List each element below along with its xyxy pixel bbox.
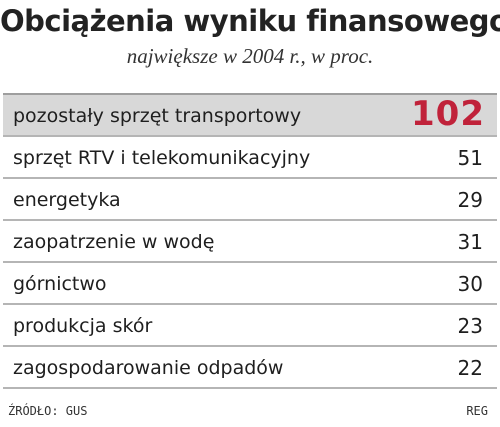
source-note: ŹRÓDŁO: GUS — [8, 404, 88, 418]
row-value: 23 — [457, 314, 483, 338]
chart-subtitle: największe w 2004 r., w proc. — [126, 44, 374, 68]
row-value: 51 — [457, 146, 483, 170]
row-label: zagospodarowanie odpadów — [13, 357, 284, 379]
row-value: 29 — [457, 188, 483, 212]
row-label: energetyka — [13, 189, 121, 211]
chart-title: Obciążenia wyniku finansowego — [0, 4, 500, 38]
data-table: pozostały sprzęt transportowy 102 sprzęt R… — [3, 93, 497, 389]
row-label: produkcja skór — [13, 315, 153, 337]
table-row: górnictwo 30 — [3, 263, 497, 305]
table-row: zaopatrzenie w wodę 31 — [3, 221, 497, 263]
table-row: zagospodarowanie odpadów 22 — [3, 347, 497, 389]
table-row: energetyka 29 — [3, 179, 497, 221]
table-row: pozostały sprzęt transportowy 102 — [3, 93, 497, 137]
row-label: sprzęt RTV i telekomunikacyjny — [13, 147, 311, 169]
table-row: produkcja skór 23 — [3, 305, 497, 347]
author-credit: REG — [466, 404, 488, 418]
row-value: 102 — [411, 94, 485, 134]
row-value: 31 — [457, 230, 483, 254]
row-value: 22 — [457, 356, 483, 380]
table-row: sprzęt RTV i telekomunikacyjny 51 — [3, 137, 497, 179]
row-label: pozostały sprzęt transportowy — [13, 105, 302, 127]
row-label: górnictwo — [13, 273, 107, 295]
row-label: zaopatrzenie w wodę — [13, 231, 215, 253]
row-value: 30 — [457, 272, 483, 296]
